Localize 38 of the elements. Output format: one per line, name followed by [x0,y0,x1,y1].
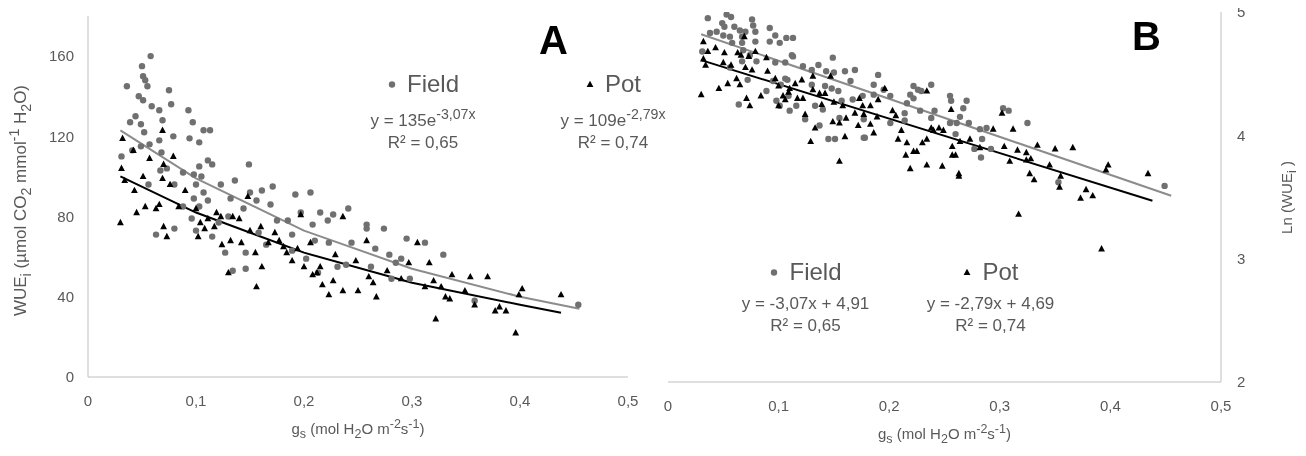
x-tick-label: 0 [663,396,673,414]
annotation: y = 109e$^{-2,79x}$ [559,106,667,131]
y-tick-label: 0 [65,368,74,386]
annotation: R² = 0,65 [386,132,460,153]
annotation: y = 135e$^{-3,07x}$ [369,106,477,131]
line-series [119,129,581,310]
x-tick-label: 0,5 [1210,396,1232,414]
annotation: R² = 0,74 [576,132,650,153]
x-tick-label: 0,1 [185,391,207,409]
x-tick-label: 0,5 [617,391,639,409]
annotation: R² = 0,74 [954,316,1027,336]
x-tick-label: 0,4 [1099,396,1121,414]
y2-tick-label: 3 [1237,249,1246,267]
text: g$_{s}$ (mol H$_{2}$O m$^{-2}$s$^{-1}$) [291,417,425,441]
x-tick-label: 0,1 [768,396,790,414]
y2-tick-label: 2 [1237,373,1246,391]
x-tick-label: 0,3 [401,391,423,409]
line-series [119,175,563,314]
y-tick-label: 80 [57,207,74,225]
legend-label: Pot [604,70,642,98]
annotation: y = -3,07x + 4,91 [740,294,871,314]
legend-label: Field [406,70,460,98]
x-tick-label: 0,4 [509,391,531,409]
y-tick-label: 40 [57,288,74,306]
x-tick-label: 0,2 [878,396,900,414]
y-tick-label: 160 [48,47,74,65]
annotation: y = -2,79x + 4,69 [925,294,1056,314]
y2-tick-label: 4 [1237,126,1246,144]
legend-label: Field [789,258,842,286]
chart-title: A [539,18,568,63]
y-tick-label: 120 [48,127,74,145]
x-tick-label: 0,2 [293,391,315,409]
text: g$_{s}$ (mol H$_{2}$O m$^{-2}$s$^{-1}$) [878,422,1011,446]
annotation: R² = 0,65 [769,316,842,336]
chart-title: B [1132,14,1161,59]
legend-label: Pot [982,258,1019,286]
x-tick-label: 0,3 [989,396,1011,414]
x-tick-label: 0 [83,391,93,409]
